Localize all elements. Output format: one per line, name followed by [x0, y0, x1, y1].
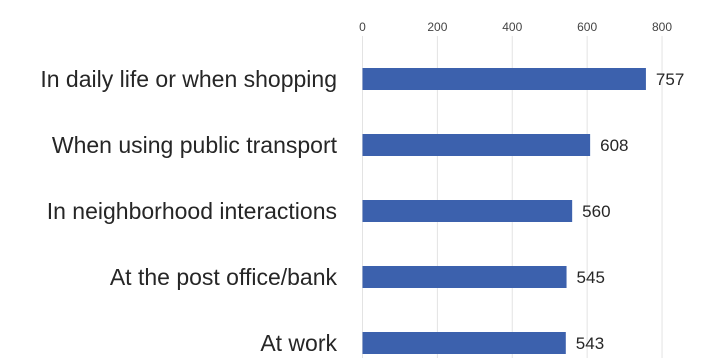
data-label-1: 757	[656, 70, 684, 89]
category-label-2: When using public transport	[52, 132, 338, 158]
category-label-1: In daily life or when shopping	[40, 66, 337, 92]
data-label-3: 560	[582, 202, 610, 221]
data-label-2: 608	[600, 136, 628, 155]
x-tick-label-600: 600	[577, 20, 597, 34]
bar-3	[362, 200, 573, 222]
category-label-5: At work	[260, 330, 337, 356]
data-label-4: 545	[577, 268, 605, 287]
category-label-3: In neighborhood interactions	[47, 198, 337, 224]
bar-1	[362, 68, 646, 90]
x-tick-label-0: 0	[359, 20, 366, 34]
x-axis-tick-labels: 0 200 400 600 800	[359, 20, 672, 34]
category-labels: In daily life or when shopping When using…	[40, 66, 337, 356]
data-labels: 757 608 560 545 543	[576, 70, 684, 353]
x-tick-label-400: 400	[502, 20, 522, 34]
data-label-5: 543	[576, 334, 604, 353]
bar-2	[362, 134, 591, 156]
category-label-4: At the post office/bank	[110, 264, 338, 290]
bar-4	[362, 266, 567, 288]
x-tick-label-800: 800	[652, 20, 672, 34]
bar-5	[362, 332, 566, 354]
bars	[362, 68, 646, 354]
x-tick-label-200: 200	[427, 20, 447, 34]
